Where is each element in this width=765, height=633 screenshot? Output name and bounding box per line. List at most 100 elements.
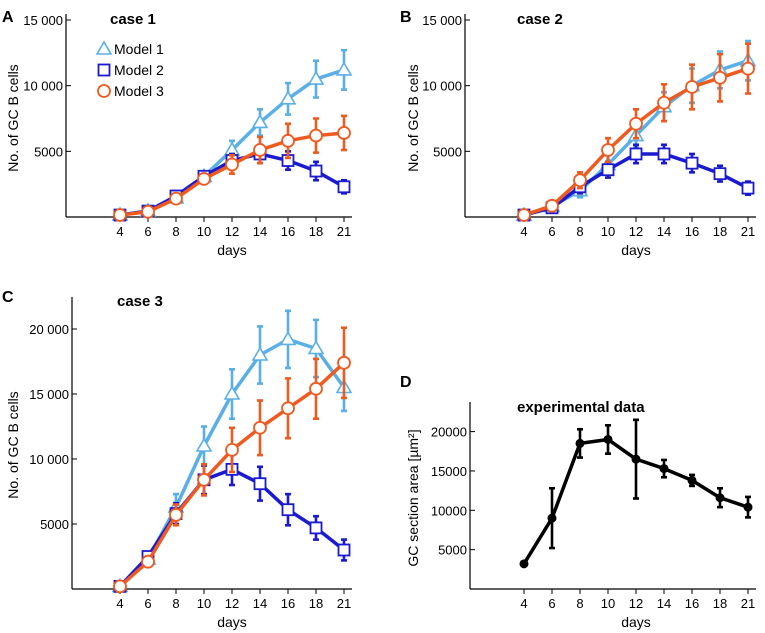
data-point	[253, 477, 267, 491]
x-tick-label: 10	[197, 596, 211, 611]
legend-label: Model 1	[114, 41, 164, 57]
series-model-3	[113, 326, 351, 594]
data-point	[337, 180, 351, 194]
data-point	[573, 173, 587, 188]
data-point	[713, 70, 727, 85]
x-tick-label: 4	[520, 224, 527, 239]
data-point	[223, 385, 241, 400]
x-tick-label: 16	[281, 596, 295, 611]
data-point	[547, 513, 557, 523]
x-tick-label: 6	[548, 596, 555, 611]
y-tick-label: 5000	[34, 144, 63, 159]
panel-letter: C	[2, 289, 14, 306]
data-point	[113, 579, 127, 594]
data-point	[309, 164, 323, 178]
x-tick-label: 14	[253, 224, 267, 239]
x-tick-label: 8	[172, 224, 179, 239]
x-tick-label: 14	[657, 224, 671, 239]
x-tick-label: 18	[309, 224, 323, 239]
panel-letter: B	[400, 9, 412, 26]
x-axis-label: days	[217, 614, 247, 630]
data-point	[141, 204, 155, 219]
data-point	[687, 475, 697, 485]
x-axis-label: days	[621, 242, 651, 258]
x-tick-label: 8	[576, 596, 583, 611]
data-point	[741, 61, 755, 76]
x-tick-label: 10	[601, 596, 615, 611]
y-tick-label: 10 000	[23, 79, 63, 94]
data-point	[657, 95, 671, 110]
data-point	[251, 346, 269, 361]
x-tick-label: 4	[116, 224, 123, 239]
data-point	[309, 128, 323, 143]
data-point	[253, 420, 267, 435]
x-tick-label: 10	[197, 224, 211, 239]
x-tick-label: 18	[309, 596, 323, 611]
data-point	[225, 442, 239, 457]
x-tick-label: 6	[144, 224, 151, 239]
data-point	[279, 330, 297, 346]
data-point	[337, 126, 351, 140]
x-axis-label: days	[621, 614, 651, 630]
data-point	[335, 61, 353, 76]
series-model-2	[113, 452, 351, 593]
y-tick-label: 15 000	[23, 13, 63, 28]
data-point	[141, 554, 155, 569]
series-experimental-data	[519, 418, 753, 569]
y-tick-label: 10 000	[29, 452, 69, 467]
data-point	[601, 143, 615, 157]
series-model-3	[113, 114, 351, 222]
x-axis-label: days	[217, 242, 247, 258]
data-point	[113, 208, 127, 222]
data-point	[519, 559, 529, 569]
data-point	[307, 70, 325, 85]
data-point	[517, 208, 531, 222]
chart-title: case 2	[517, 11, 563, 28]
legend-marker	[97, 63, 111, 77]
data-point	[713, 167, 727, 181]
data-point	[629, 116, 643, 131]
x-tick-label: 6	[548, 224, 555, 239]
x-tick-label: 12	[629, 596, 643, 611]
panel-letter: D	[400, 374, 412, 391]
x-tick-label: 12	[629, 224, 643, 239]
data-point	[685, 80, 699, 94]
x-tick-label: 10	[601, 224, 615, 239]
x-tick-label: 12	[225, 596, 239, 611]
data-point	[603, 434, 613, 444]
y-tick-label: 5000	[438, 543, 467, 558]
y-axis-label: No. of GC B cells	[5, 391, 21, 498]
data-point	[195, 437, 213, 452]
x-tick-label: 6	[144, 596, 151, 611]
y-tick-label: 10 000	[422, 79, 462, 94]
data-point	[659, 464, 669, 474]
data-point	[281, 401, 295, 416]
data-point	[281, 503, 295, 517]
x-tick-label: 4	[116, 596, 123, 611]
x-tick-label: 14	[657, 596, 671, 611]
y-axis-label: GC section area [µm²]	[405, 429, 421, 566]
data-point	[281, 133, 295, 148]
y-tick-label: 15 000	[29, 387, 69, 402]
y-tick-label: 10000	[431, 503, 467, 518]
data-point	[169, 191, 183, 206]
x-tick-label: 14	[253, 596, 267, 611]
data-point	[337, 355, 351, 370]
x-tick-label: 21	[337, 224, 351, 239]
data-point	[225, 157, 239, 172]
x-tick-label: 16	[281, 224, 295, 239]
chart-title: case 1	[110, 11, 156, 28]
data-point	[657, 147, 671, 161]
x-tick-label: 16	[685, 224, 699, 239]
y-tick-label: 20000	[431, 425, 467, 440]
chart-title: experimental data	[517, 399, 645, 416]
data-point	[309, 521, 323, 535]
x-tick-label: 21	[337, 596, 351, 611]
y-tick-label: 20 000	[29, 322, 69, 337]
y-tick-label: 15 000	[422, 13, 462, 28]
